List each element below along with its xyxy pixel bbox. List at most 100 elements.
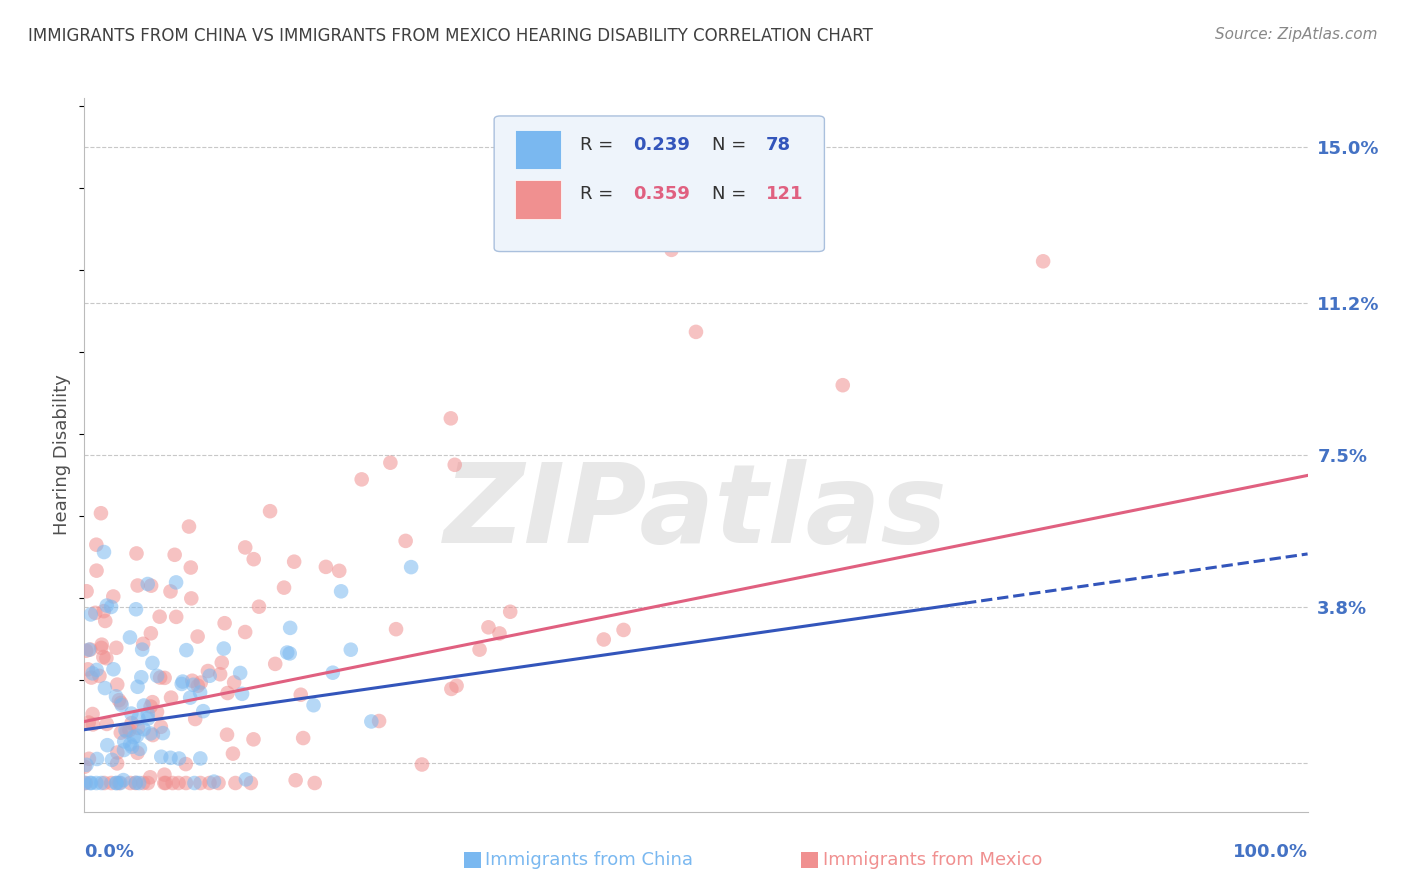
Text: 0.359: 0.359 (634, 186, 690, 203)
Point (112, 773, 135, 788)
Point (146, 669, 169, 683)
Point (181, 673, 204, 688)
Point (112, 734, 135, 748)
Point (77, 752, 100, 766)
Point (273, 581, 295, 595)
Point (233, 541, 256, 555)
Point (242, 552, 264, 566)
Point (80, 607, 103, 622)
Text: 0.0%: 0.0% (84, 843, 135, 861)
Point (380, 456, 402, 470)
Point (86, 663, 108, 677)
Point (179, 690, 201, 705)
Point (101, 753, 124, 767)
Point (612, 623, 634, 637)
Point (141, 656, 163, 670)
Point (222, 747, 245, 761)
Point (82, 706, 104, 721)
Text: Immigrants from Mexico: Immigrants from Mexico (823, 851, 1042, 869)
Point (103, 662, 125, 676)
Point (96, 599, 118, 613)
Point (111, 698, 134, 712)
Point (120, 776, 142, 790)
Point (233, 625, 256, 640)
Point (368, 714, 391, 728)
Point (180, 560, 202, 574)
Point (163, 548, 186, 562)
Point (290, 688, 312, 702)
Point (685, 325, 707, 339)
Point (187, 630, 209, 644)
Point (94, 614, 117, 628)
Point (167, 751, 190, 765)
Point (315, 560, 337, 574)
Point (80, 671, 103, 685)
Point (499, 605, 522, 619)
Point (139, 726, 162, 740)
Point (128, 776, 150, 790)
Point (284, 773, 307, 788)
Point (339, 642, 361, 657)
Point (115, 724, 138, 739)
Point (183, 776, 205, 790)
Point (264, 657, 287, 671)
Point (231, 687, 253, 701)
Point (77, 642, 100, 657)
Point (110, 725, 132, 739)
Point (127, 746, 149, 760)
Point (328, 564, 350, 578)
Point (75, 644, 97, 658)
Point (75, 776, 97, 790)
Point (86, 752, 108, 766)
Point (217, 686, 239, 700)
Point (229, 665, 252, 680)
Point (190, 675, 212, 690)
Point (276, 646, 298, 660)
Point (211, 656, 233, 670)
Point (139, 626, 162, 640)
Point (167, 776, 190, 790)
Point (125, 602, 148, 616)
Point (831, 378, 853, 392)
Point (100, 776, 122, 790)
Point (360, 714, 382, 729)
Point (188, 685, 211, 699)
Point (76, 757, 98, 772)
Point (76, 584, 98, 599)
Point (86, 564, 108, 578)
Point (488, 626, 510, 640)
Y-axis label: Hearing Disability: Hearing Disability (53, 375, 72, 535)
Point (127, 680, 149, 694)
Point (187, 679, 209, 693)
Point (242, 732, 264, 747)
Point (330, 584, 353, 599)
Point (118, 723, 141, 738)
Point (149, 671, 172, 685)
Point (127, 578, 149, 592)
Point (93, 545, 115, 559)
Point (160, 690, 183, 705)
Point (82, 666, 104, 681)
Point (278, 621, 301, 635)
Point (131, 670, 153, 684)
Point (224, 776, 246, 790)
Point (172, 674, 194, 689)
Text: 121: 121 (766, 186, 803, 203)
FancyBboxPatch shape (515, 130, 561, 169)
Point (302, 698, 325, 713)
FancyBboxPatch shape (494, 116, 824, 252)
Point (120, 737, 142, 751)
Point (162, 776, 184, 790)
Point (84, 606, 107, 620)
Point (105, 756, 128, 771)
Point (149, 609, 172, 624)
Point (96, 651, 118, 665)
Point (125, 729, 148, 743)
Point (350, 472, 373, 486)
Point (215, 728, 238, 742)
Point (193, 704, 215, 718)
Point (127, 711, 149, 725)
Point (139, 579, 162, 593)
Point (96, 717, 118, 731)
Point (104, 690, 127, 704)
